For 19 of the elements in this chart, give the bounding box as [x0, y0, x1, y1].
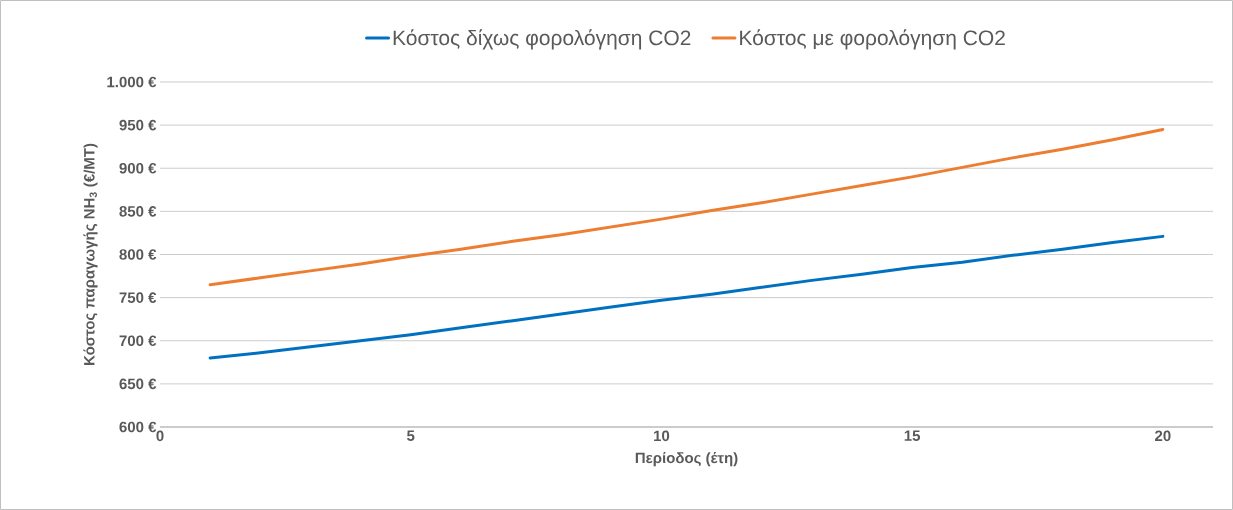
- y-tick-label: 900 €: [119, 162, 157, 174]
- legend-label: Κόστος δίχως φορολόγηση CO2: [393, 29, 691, 50]
- y-tick-label: 950 €: [119, 119, 157, 131]
- x-tick-label: 5: [407, 430, 415, 441]
- legend-label: Κόστος με φορολόγηση CO2: [740, 29, 1005, 50]
- x-tick-label: 10: [654, 430, 670, 442]
- x-tick-label: 20: [1155, 430, 1171, 442]
- y-tick-label: 750 €: [119, 292, 157, 303]
- x-tick-label: 0: [156, 430, 164, 442]
- y-tick-label: 650 €: [119, 378, 157, 390]
- y-axis-title: Κόστος παραγωγής NH$_{3}$ (€/MT): [83, 143, 98, 365]
- y-tick-label: 1.000 €: [107, 76, 157, 88]
- x-tick-label: 15: [904, 430, 921, 441]
- x-axis-title: Περίοδος (έτη): [635, 452, 738, 467]
- y-tick-label: 800 €: [119, 249, 157, 260]
- y-tick-label: 850 €: [119, 206, 157, 217]
- y-tick-label: 700 €: [119, 335, 157, 347]
- y-tick-label: 600 €: [119, 421, 157, 433]
- line-series: [208, 234, 1165, 360]
